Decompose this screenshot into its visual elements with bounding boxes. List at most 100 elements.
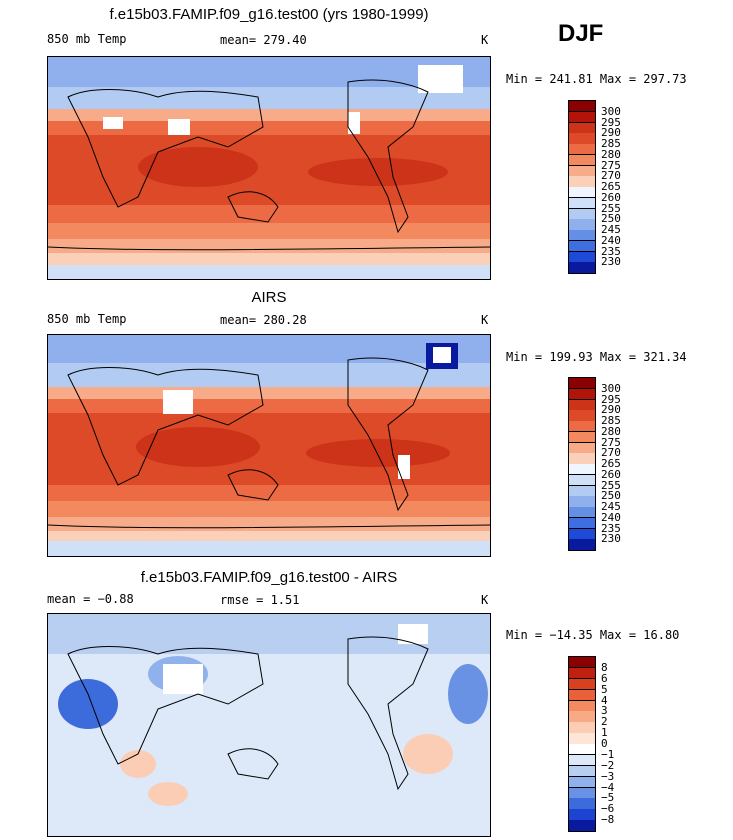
colorbar-tick-label: 235: [601, 244, 621, 258]
colorbar-tick-label: 6: [601, 671, 608, 685]
colorbar-tick-label: 285: [601, 414, 621, 427]
colorbar-segment: [569, 219, 595, 231]
colorbar-tick-label: 295: [601, 115, 621, 129]
colorbar-tick-label: 290: [601, 403, 621, 417]
colorbar-segment: [569, 122, 595, 134]
colorbar-segment: [569, 176, 595, 188]
colorbar-segment: [569, 464, 595, 476]
colorbar-segment: [569, 485, 595, 497]
colorbar-segment: [569, 197, 595, 209]
colorbar-segment: [569, 474, 595, 486]
colorbar-segment: [569, 378, 595, 390]
colorbar-segment: [569, 154, 595, 166]
panel-3-colorbar: 8 6 5 4 3 2 1 0 −1 −2 −3 −4 −5 −6 −8: [568, 656, 614, 832]
panel-2-variable-label: 850 mb Temp: [47, 312, 127, 326]
colorbar-segment: [569, 208, 595, 220]
panel-1-colorbar: 300 295 290 285 280 275 270 265 260 255 250 245 240 2…: [568, 100, 621, 274]
colorbar-segment: [569, 528, 595, 540]
colorbar-tick-label: 2: [601, 715, 608, 729]
colorbar-tick-label: 300: [601, 381, 621, 395]
panel-3-title: f.e15b03.FAMIP.f09_g16.test00 - AIRS: [140, 569, 398, 586]
panel-1-minmax: Min = 241.81 Max = 297.73: [506, 72, 687, 86]
colorbar-segment: [569, 399, 595, 411]
colorbar-tick-label: 230: [601, 532, 621, 546]
colorbar-tick-label: 270: [601, 169, 621, 183]
colorbar-segment: [569, 133, 595, 145]
colorbar-tick-label: −8: [601, 813, 615, 827]
panel-3-mean-label: mean = −0.88: [47, 592, 134, 606]
colorbar-tick-label: 0: [601, 737, 608, 750]
colorbar-tick-label: −4: [601, 780, 615, 794]
colorbar-tick-label: 250: [601, 212, 621, 226]
panel-2-map-svg: [48, 335, 490, 556]
colorbar-tick-label: −6: [601, 802, 615, 816]
colorbar-tick-label: 240: [601, 233, 621, 247]
colorbar-segment: [569, 657, 595, 669]
colorbar-tick-label: 240: [601, 510, 621, 524]
colorbar-segment: [569, 809, 595, 821]
colorbar-segment: [569, 453, 595, 465]
colorbar-tick-label: 295: [601, 392, 621, 406]
colorbar-segment: [569, 442, 595, 454]
colorbar-segment: [569, 798, 595, 810]
colorbar-tick-label: 245: [601, 223, 621, 236]
panel-2-minmax: Min = 199.93 Max = 321.34: [506, 350, 687, 364]
panel-2-units: K: [481, 313, 489, 327]
panel-3-units: K: [481, 593, 489, 607]
colorbar-tick-label: 4: [601, 693, 608, 707]
colorbar-tick-label: 235: [601, 521, 621, 535]
colorbar-segment: [569, 262, 595, 274]
panel-2-map: [47, 334, 491, 557]
colorbar-segment: [569, 678, 595, 691]
colorbar-segment: [569, 496, 595, 508]
colorbar-tick-label: −3: [601, 769, 615, 783]
colorbar-segment: [569, 144, 595, 156]
panel-1-variable-label: 850 mb Temp: [47, 32, 127, 46]
colorbar-segment: [569, 765, 595, 778]
colorbar-segment: [569, 388, 595, 400]
colorbar-tick-label: 280: [601, 424, 621, 438]
colorbar-tick-label: 285: [601, 137, 621, 150]
colorbar-segment: [569, 776, 595, 788]
colorbar-tick-label: 250: [601, 489, 621, 503]
panel-1-map-svg: [48, 57, 490, 279]
panel-3-map-svg: [48, 614, 490, 836]
colorbar-segment: [569, 421, 595, 433]
colorbar-tick-label: 260: [601, 467, 621, 481]
season-label: DJF: [558, 20, 604, 47]
colorbar-tick-label: 260: [601, 190, 621, 204]
colorbar-segment: [569, 517, 595, 529]
colorbar-tick-label: 230: [601, 255, 621, 269]
colorbar-tick-label: 245: [601, 500, 621, 513]
colorbar-segment: [569, 787, 595, 799]
colorbar-segment: [569, 711, 595, 723]
panel-3-rmse-label: rmse = 1.51: [220, 593, 300, 607]
panel-2-title: AIRS: [251, 289, 287, 306]
colorbar-segment: [569, 165, 595, 177]
colorbar-segment: [569, 230, 595, 242]
panel-1-map: [47, 56, 491, 280]
colorbar-segment: [569, 820, 595, 832]
colorbar-segment: [569, 700, 595, 712]
colorbar-tick-label: 8: [601, 660, 608, 674]
colorbar-segment: [569, 667, 595, 680]
colorbar-tick-label: 255: [601, 478, 621, 492]
colorbar-tick-label: −1: [601, 747, 615, 761]
panel-2-mean-label: mean= 280.28: [220, 313, 307, 327]
colorbar-tick-label: 255: [601, 201, 621, 215]
panel-2-colorbar: 300 295 290 285 280 275 270 265 260 255 250 245 240 2…: [568, 377, 621, 551]
colorbar-tick-label: 3: [601, 704, 608, 718]
colorbar-tick-label: 1: [601, 726, 608, 740]
panel-3-minmax: Min = −14.35 Max = 16.80: [506, 628, 680, 642]
colorbar-tick-label: 290: [601, 126, 621, 140]
panel-1-units: K: [481, 33, 489, 47]
colorbar-segment: [569, 251, 595, 263]
colorbar-tick-label: 275: [601, 158, 621, 172]
colorbar-segment: [569, 431, 595, 443]
panel-1-mean-label: mean= 279.40: [220, 33, 307, 47]
colorbar-tick-label: −5: [601, 791, 615, 805]
colorbar-segment: [569, 240, 595, 252]
colorbar-tick-label: 280: [601, 147, 621, 161]
colorbar-tick-label: 300: [601, 104, 621, 118]
colorbar-segment: [569, 689, 595, 701]
